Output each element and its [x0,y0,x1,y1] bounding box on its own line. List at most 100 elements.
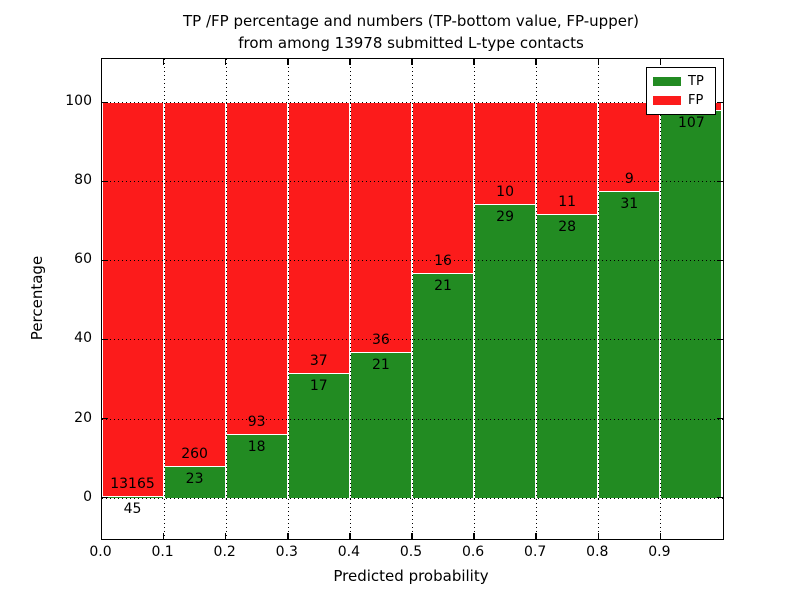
bar-segment-fp [101,102,164,497]
gridline-vertical [536,59,538,539]
bar-segment-tp [660,109,723,498]
x-tick-label: 0.5 [399,544,423,560]
gridline-horizontal [101,418,723,420]
bar-label-fp: 37 [309,353,328,370]
gridline-vertical [660,59,662,539]
gridline-vertical [598,59,600,539]
bar-label-fp: 16 [434,253,452,270]
y-tick-mark [101,338,108,341]
y-tick-mark [101,417,108,420]
gridline-vertical [163,59,165,539]
x-tick-label: 0.3 [275,544,298,560]
tp-swatch-icon [653,77,681,86]
y-tick-mark-right [716,101,723,104]
gridline-horizontal [101,181,723,183]
gridline-vertical [412,59,413,539]
x-tick-label: 0.9 [648,544,671,560]
bar-label-fp: 260 [181,445,208,462]
x-tick-mark [224,533,227,539]
x-tick-mark [473,533,475,539]
x-tick-mark-top [224,59,227,65]
bar-label-fp: 13165 [110,476,155,493]
chart-title-line2: from among 13978 submitted L-type contac… [238,34,584,52]
y-axis-label: Percentage [28,255,46,341]
legend-label: TP [688,73,704,89]
bar-label-tp: 31 [620,196,639,213]
bar-label-fp: 9 [624,171,634,188]
y-tick-mark [101,180,108,183]
bar-segment-tp [225,433,288,498]
bar-segment-tp [349,352,412,498]
x-tick-mark-top [597,59,600,65]
x-tick-mark-top [287,59,289,65]
y-tick-label: 0 [83,488,92,505]
y-tick-mark-right [716,496,723,499]
bar-label-tp: 29 [496,208,514,225]
bar-label-tp: 17 [309,378,328,395]
legend-entry: TP [653,73,709,89]
x-tick-label: 0.2 [213,544,236,560]
x-tick-mark [162,533,165,539]
y-tick-label: 80 [74,172,92,189]
gridline-horizontal [101,339,723,341]
legend-entry: FP [653,92,709,108]
x-tick-mark-top [162,59,165,65]
x-tick-mark [411,533,413,539]
bar-label-tp: 28 [558,218,577,235]
plot-area: 13165 45 260 23 93 18 37 17 36 21 16 21 10 29 11 28 9 31 1… [100,58,724,540]
y-tick-mark-right [716,338,723,341]
chart-title: TP /FP percentage and numbers (TP-bottom… [100,10,722,54]
bar-label-fp: 11 [558,193,577,210]
x-tick-mark-top [473,59,475,65]
x-tick-mark-top [349,59,351,65]
bar-label-fp: 93 [247,413,266,430]
bar-label-tp: 23 [185,470,204,487]
gridline-vertical [287,59,289,539]
gridline-vertical [225,59,227,539]
gridline-horizontal [101,102,723,104]
y-tick-mark [101,496,108,499]
y-tick-mark [101,101,108,104]
bar-label-tp: 21 [371,357,390,374]
y-tick-label: 60 [74,251,92,268]
bar-segment-fp [598,102,661,192]
x-tick-mark [100,533,103,539]
x-tick-label: 0.4 [337,544,361,560]
y-tick-mark [101,259,108,262]
gridline-horizontal [101,260,723,262]
bar-label-tp: 107 [678,114,705,131]
x-tick-mark [535,533,537,539]
bar-segment-tp [598,191,661,498]
x-tick-label: 0.0 [89,544,112,560]
x-tick-mark-top [100,59,103,65]
x-tick-label: 0.6 [461,544,485,560]
y-tick-mark-right [716,180,723,183]
bar-segment-fp [349,102,412,353]
bar-label-tp: 45 [123,501,142,518]
x-tick-mark [349,533,351,539]
chart-title-line1: TP /FP percentage and numbers (TP-bottom… [183,12,639,30]
fp-swatch-icon [653,96,681,105]
x-axis-label: Predicted probability [333,567,489,585]
bar-segment-tp [474,203,537,498]
x-tick-mark [287,533,289,539]
x-tick-mark-top [659,59,662,65]
bar-label-tp: 18 [247,438,266,455]
x-tick-mark [597,533,600,539]
bar-label-tp: 21 [434,278,452,295]
y-tick-label: 40 [74,330,92,347]
x-tick-mark [659,533,662,539]
gridline-vertical [474,59,476,539]
bar-segment-fp [412,102,475,274]
y-tick-mark-right [716,417,723,420]
bar-segment-fp [163,102,226,466]
gridline-vertical [349,59,351,539]
legend: TP FP [646,67,716,115]
legend-label: FP [688,92,704,108]
bar-segment-fp [287,102,350,374]
bar-segment-tp [536,213,599,498]
x-tick-mark-top [411,59,413,65]
x-tick-label: 0.7 [524,544,547,560]
x-tick-mark-top [535,59,537,65]
